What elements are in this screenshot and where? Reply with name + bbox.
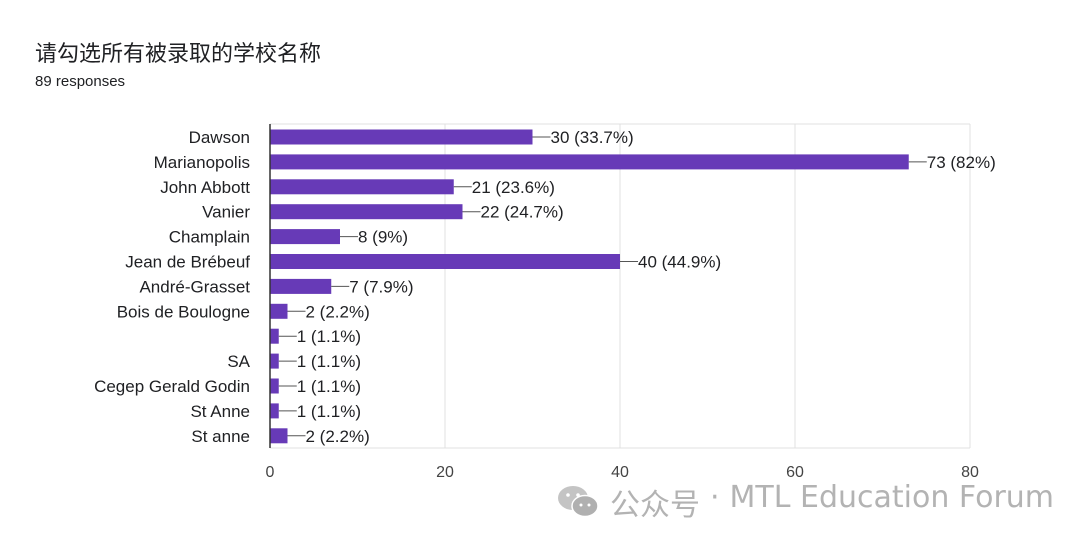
data-label: 2 (2.2%) — [306, 427, 370, 446]
x-tick-label: 20 — [436, 464, 454, 481]
bar — [270, 229, 340, 245]
data-label: 40 (44.9%) — [638, 253, 721, 272]
data-label: 7 (7.9%) — [349, 277, 413, 296]
watermark-separator: · — [710, 480, 720, 515]
data-label: 2 (2.2%) — [306, 302, 370, 321]
bar — [270, 328, 279, 344]
bar — [270, 378, 279, 394]
category-label: St anne — [191, 427, 250, 446]
bar — [270, 129, 533, 145]
data-label: 22 (24.7%) — [481, 203, 564, 222]
x-tick-label: 40 — [611, 464, 629, 481]
bar — [270, 154, 909, 170]
bar — [270, 303, 288, 319]
bar — [270, 254, 620, 269]
category-label: St Anne — [190, 402, 250, 421]
data-label: 1 (1.1%) — [297, 377, 361, 396]
category-label: Champlain — [169, 228, 250, 247]
x-tick-label: 0 — [266, 464, 275, 481]
category-label: Dawson — [189, 128, 250, 147]
category-label: André-Grasset — [139, 277, 250, 296]
watermark-account: MTL Education Forum — [729, 480, 1055, 515]
category-label: SA — [227, 352, 250, 371]
chart-title: 请勾选所有被录取的学校名称 — [35, 42, 322, 67]
category-label: Jean de Brébeuf — [125, 253, 250, 272]
bar — [270, 428, 288, 444]
bar — [270, 403, 279, 419]
watermark-prefix: 公众号 — [610, 488, 700, 523]
category-label: Cegep Gerald Godin — [94, 377, 250, 396]
response-count: 89 responses — [35, 73, 126, 90]
category-label: Bois de Boulogne — [117, 302, 250, 321]
wechat-icon — [558, 486, 599, 518]
data-label: 30 (33.7%) — [551, 128, 634, 147]
category-label: John Abbott — [160, 178, 250, 197]
data-label: 73 (82%) — [927, 153, 996, 172]
bar — [270, 179, 454, 195]
watermark: 公众号 · MTL Education Forum — [556, 480, 1054, 524]
category-label: Marianopolis — [154, 153, 250, 172]
x-tick-label: 60 — [786, 464, 804, 481]
data-label: 1 (1.1%) — [297, 352, 361, 371]
x-tick-label: 80 — [961, 464, 979, 481]
bar — [270, 353, 279, 369]
bar — [270, 278, 332, 294]
data-label: 1 (1.1%) — [297, 402, 361, 421]
data-label: 1 (1.1%) — [297, 327, 361, 346]
bar — [270, 204, 463, 220]
data-label: 8 (9%) — [358, 228, 408, 247]
category-label: Vanier — [202, 203, 250, 222]
data-label: 21 (23.6%) — [472, 178, 555, 197]
